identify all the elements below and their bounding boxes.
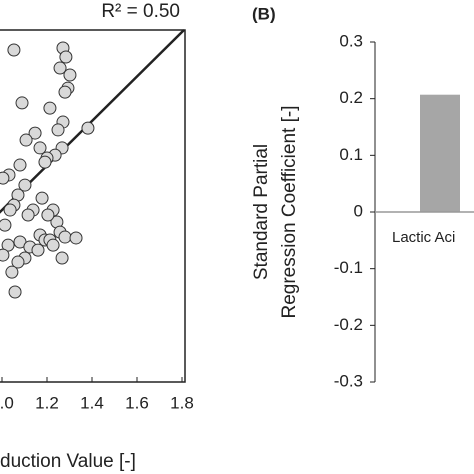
point xyxy=(5,265,19,279)
point xyxy=(69,231,83,245)
point xyxy=(31,243,45,257)
x-tick-label: Lactic Aci xyxy=(392,229,455,246)
x-tick-label: 1.6 xyxy=(125,393,149,412)
point xyxy=(33,141,47,155)
point xyxy=(21,208,35,222)
x-axis-label: duction Value [-] xyxy=(0,451,136,472)
y-tick-label: -0.3 xyxy=(334,371,363,390)
y-tick-label: 0.3 xyxy=(339,31,363,50)
point xyxy=(41,208,55,222)
bar xyxy=(420,94,460,212)
y-tick-label: 0.1 xyxy=(339,145,363,164)
point xyxy=(59,50,73,64)
point xyxy=(8,285,22,299)
y-tick-label: -0.1 xyxy=(334,258,363,277)
y-tick-label: 0 xyxy=(354,201,363,220)
point xyxy=(43,101,57,115)
y-axis-label: Regression Coefficient [-] xyxy=(279,106,300,319)
point xyxy=(35,191,49,205)
point xyxy=(0,218,12,232)
point xyxy=(53,61,67,75)
point xyxy=(51,123,65,137)
point xyxy=(81,121,95,135)
point xyxy=(0,171,10,185)
point xyxy=(3,203,17,217)
point xyxy=(38,155,52,169)
point xyxy=(58,85,72,99)
y-axis-label: Standard Partial xyxy=(251,144,272,280)
x-tick-label: 1.0 xyxy=(0,393,14,412)
point xyxy=(15,96,29,110)
point xyxy=(0,248,10,262)
point xyxy=(7,43,21,57)
y-tick-label: -0.2 xyxy=(334,315,363,334)
x-tick-label: 1.8 xyxy=(170,393,194,412)
point xyxy=(19,133,33,147)
y-tick-label: 0.2 xyxy=(339,88,363,107)
point xyxy=(18,178,32,192)
point xyxy=(11,255,25,269)
x-tick-label: 1.4 xyxy=(80,393,104,412)
panel-label: (B) xyxy=(252,4,276,23)
annotation: R² = 0.50 xyxy=(101,1,180,22)
plot-frame xyxy=(0,29,186,383)
point xyxy=(63,68,77,82)
point xyxy=(13,158,27,172)
point xyxy=(46,238,60,252)
x-tick-label: 1.2 xyxy=(35,393,59,412)
point xyxy=(55,251,69,265)
point xyxy=(58,230,72,244)
point xyxy=(28,126,42,140)
